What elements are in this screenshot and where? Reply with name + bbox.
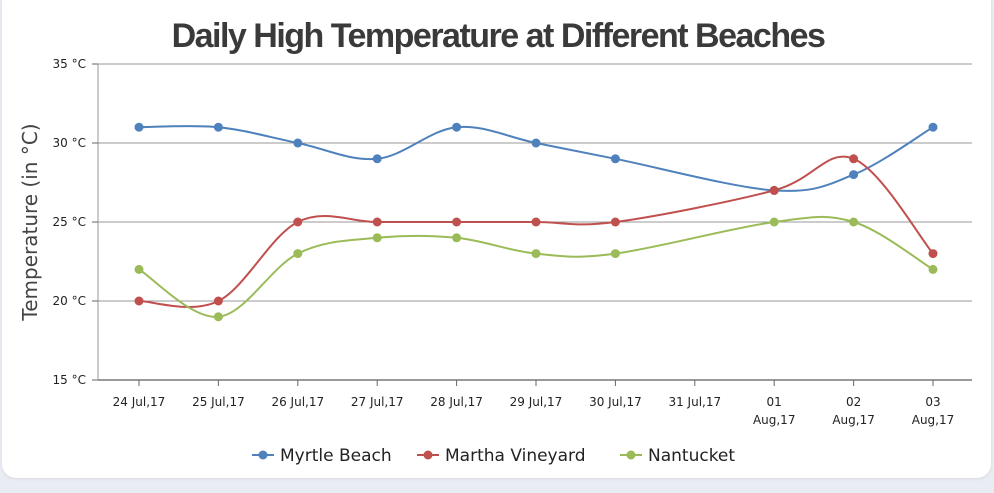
data-point[interactable] [531, 138, 541, 148]
x-tick-label: 31 Jul,17 [668, 395, 721, 409]
data-point[interactable] [213, 312, 223, 322]
data-point[interactable] [372, 233, 382, 243]
x-tick-label: Aug,17 [832, 413, 875, 427]
data-point[interactable] [293, 217, 303, 227]
data-point[interactable] [452, 122, 462, 132]
x-tick-label: 25 Jul,17 [192, 395, 245, 409]
series-myrtle-beach [134, 122, 938, 195]
data-point[interactable] [134, 264, 144, 274]
data-point[interactable] [531, 249, 541, 259]
data-point[interactable] [610, 217, 620, 227]
x-tick-label: 01 [767, 395, 782, 409]
y-tick-label: 15 °C [53, 373, 86, 387]
data-point[interactable] [531, 217, 541, 227]
series-line-martha-vineyard [138, 155, 934, 308]
y-tick-label: 25 °C [53, 215, 86, 229]
x-tick-label: 24 Jul,17 [113, 395, 166, 409]
data-point[interactable] [213, 296, 223, 306]
series-lines [134, 122, 938, 322]
chart-card [2, 0, 991, 478]
legend-marker [258, 450, 268, 460]
chart-title: Daily High Temperature at Different Beac… [172, 17, 825, 55]
y-tick-label: 35 °C [53, 57, 86, 71]
data-point[interactable] [213, 122, 223, 132]
data-point[interactable] [452, 217, 462, 227]
data-point[interactable] [134, 122, 144, 132]
legend-item-myrtle-beach[interactable]: Myrtle Beach [252, 446, 392, 466]
series-line-nantucket [138, 215, 934, 318]
x-tick-label: 26 Jul,17 [271, 395, 324, 409]
data-point[interactable] [610, 154, 620, 164]
data-point[interactable] [928, 264, 938, 274]
x-axis: 24 Jul,17 25 Jul,17 26 Jul,17 27 Jul,17 28 J… [113, 380, 955, 427]
x-tick-label: 27 Jul,17 [351, 395, 404, 409]
x-tick-label: 30 Jul,17 [589, 395, 642, 409]
x-tick-label: 29 Jul,17 [510, 395, 563, 409]
legend-item-nantucket[interactable]: Nantucket [620, 446, 735, 466]
y-axis-label: Temperature (in °C) [18, 123, 42, 321]
data-point[interactable] [769, 217, 779, 227]
data-point[interactable] [293, 138, 303, 148]
x-tick-label: Aug,17 [912, 413, 955, 427]
x-tick-label: Aug,17 [753, 413, 796, 427]
legend-item-martha-vineyard[interactable]: Martha Vineyard [417, 446, 586, 466]
x-tick-label: 28 Jul,17 [430, 395, 483, 409]
data-point[interactable] [452, 233, 462, 243]
legend-label: Nantucket [648, 446, 735, 466]
data-point[interactable] [849, 154, 859, 164]
legend-label: Martha Vineyard [445, 446, 586, 466]
series-martha-vineyard [134, 154, 938, 308]
legend-label: Myrtle Beach [280, 446, 392, 466]
y-tick-label: 30 °C [53, 136, 86, 150]
data-point[interactable] [849, 170, 859, 180]
x-tick-label: 02 [846, 395, 861, 409]
y-axis-ticks: 15 °C 20 °C 25 °C 30 °C 35 °C [53, 57, 98, 387]
series-line-myrtle-beach [138, 125, 934, 192]
legend[interactable]: Myrtle Beach Martha Vineyard Nantucket [252, 446, 735, 466]
data-point[interactable] [849, 217, 859, 227]
series-nantucket [134, 215, 938, 322]
data-point[interactable] [928, 122, 938, 132]
data-point[interactable] [372, 154, 382, 164]
data-point[interactable] [928, 249, 938, 259]
x-tick-label: 03 [925, 395, 940, 409]
legend-marker [423, 450, 433, 460]
data-point[interactable] [610, 249, 620, 259]
y-tick-label: 20 °C [53, 294, 86, 308]
data-point[interactable] [769, 185, 779, 195]
data-point[interactable] [372, 217, 382, 227]
data-point[interactable] [134, 296, 144, 306]
legend-marker [626, 450, 636, 460]
data-point[interactable] [293, 249, 303, 259]
